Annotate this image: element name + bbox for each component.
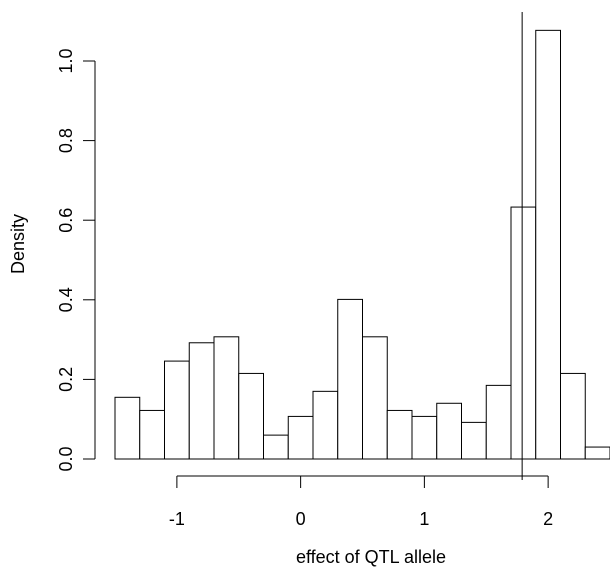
histogram-bar bbox=[164, 360, 190, 460]
y-tick-label: 0.2 bbox=[56, 367, 76, 392]
x-axis-label: effect of QTL allele bbox=[296, 547, 446, 567]
histogram-bar bbox=[238, 372, 264, 460]
y-tick-label: 1.0 bbox=[56, 48, 76, 73]
histogram-bar bbox=[139, 409, 165, 460]
histogram-bar bbox=[535, 29, 561, 460]
histogram-bar bbox=[188, 342, 215, 460]
y-tick-label: 0.6 bbox=[56, 208, 76, 233]
y-axis-label: Density bbox=[8, 214, 28, 274]
histogram-bar bbox=[560, 372, 586, 460]
histogram-bar bbox=[485, 384, 512, 460]
histogram-bar bbox=[263, 434, 289, 460]
histogram-bar bbox=[337, 298, 363, 460]
y-tick-label: 0.4 bbox=[56, 287, 76, 312]
y-tick-label: 0.8 bbox=[56, 128, 76, 153]
histogram-bar bbox=[584, 446, 610, 460]
bars-layer bbox=[114, 29, 610, 460]
histogram-bar bbox=[461, 421, 487, 460]
histogram-bar bbox=[510, 206, 537, 460]
y-axis: 0.0 0.2 0.4 0.6 0.8 1.0 bbox=[56, 48, 96, 472]
x-tick-label: 1 bbox=[419, 509, 429, 529]
x-tick-label: -1 bbox=[169, 509, 185, 529]
histogram-bar bbox=[386, 409, 413, 460]
histogram-bar bbox=[411, 415, 438, 460]
x-axis: -1 0 1 2 bbox=[169, 475, 553, 529]
histogram-bar bbox=[213, 336, 240, 460]
histogram-bar bbox=[312, 390, 339, 460]
x-tick-label: 2 bbox=[543, 509, 553, 529]
histogram-bar bbox=[114, 396, 141, 460]
histogram-bar bbox=[287, 415, 314, 460]
histogram-bar bbox=[362, 336, 388, 460]
histogram-bar bbox=[436, 402, 462, 460]
x-tick-label: 0 bbox=[296, 509, 306, 529]
y-tick-label: 0.0 bbox=[56, 446, 76, 471]
